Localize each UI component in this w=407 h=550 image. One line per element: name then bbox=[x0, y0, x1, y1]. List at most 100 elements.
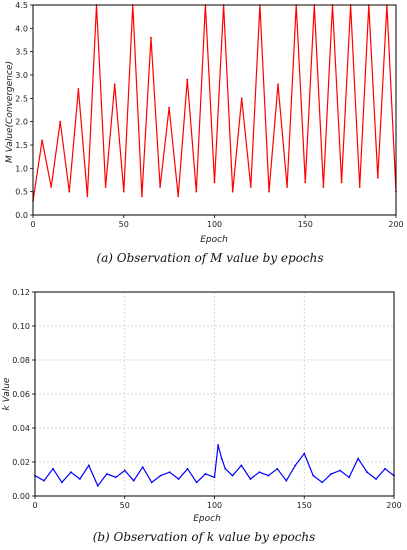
data-point bbox=[267, 474, 270, 477]
data-point bbox=[186, 467, 189, 470]
x-tick-label: 0 bbox=[32, 501, 37, 510]
data-point bbox=[186, 78, 189, 81]
panel-b-y-ticks: 0.00 0.02 0.04 0.06 0.08 0.10 0.12 bbox=[12, 288, 35, 501]
panel-b-x-label: Epoch bbox=[193, 514, 221, 524]
x-tick-label: 50 bbox=[120, 501, 130, 510]
panel-a: 0 50 100 150 200 0.0 0.5 1.0 1.5 2.0 2.5 3.0 3.5 4.0… bbox=[5, 1, 404, 265]
data-point bbox=[86, 195, 89, 198]
y-tick-label: 1.5 bbox=[15, 141, 28, 150]
panel-b-caption: (b) Observation of k value by epochs bbox=[93, 530, 316, 544]
data-point bbox=[177, 195, 180, 198]
x-tick-label: 50 bbox=[119, 220, 129, 229]
data-point bbox=[240, 464, 243, 467]
panel-a-x-label: Epoch bbox=[200, 235, 228, 245]
data-point bbox=[59, 120, 62, 123]
y-tick-label: 4.0 bbox=[15, 24, 28, 33]
data-point bbox=[366, 471, 368, 474]
data-point bbox=[340, 181, 343, 184]
data-point bbox=[43, 479, 45, 482]
data-point bbox=[348, 476, 351, 479]
data-point bbox=[77, 88, 80, 90]
data-point bbox=[322, 186, 325, 188]
y-tick-label: 0.0 bbox=[15, 211, 28, 220]
data-point bbox=[249, 478, 252, 480]
data-point bbox=[177, 478, 180, 480]
panel-a-x-ticks: 0 50 100 150 200 bbox=[30, 215, 404, 229]
y-tick-label: 3.0 bbox=[15, 71, 28, 80]
data-point bbox=[217, 444, 219, 446]
data-point bbox=[249, 186, 252, 188]
data-point bbox=[277, 83, 279, 86]
data-point bbox=[339, 469, 342, 472]
data-point bbox=[312, 474, 315, 477]
panel-b-series bbox=[34, 444, 395, 487]
data-point bbox=[304, 181, 307, 184]
panel-a-caption: (a) Observation of M value by epochs bbox=[96, 251, 323, 265]
x-tick-label: 150 bbox=[298, 220, 313, 229]
data-point bbox=[150, 481, 153, 484]
y-tick-label: 2.5 bbox=[15, 94, 28, 103]
data-point bbox=[285, 479, 288, 482]
data-point bbox=[294, 464, 297, 467]
x-tick-label: 150 bbox=[297, 501, 312, 510]
data-point bbox=[376, 176, 379, 179]
panel-a-y-label: M Value(Convergence) bbox=[5, 61, 15, 163]
data-point bbox=[220, 457, 223, 460]
data-point bbox=[258, 471, 261, 474]
data-point bbox=[41, 139, 43, 142]
data-point bbox=[213, 476, 216, 479]
data-point bbox=[224, 467, 227, 470]
data-point bbox=[168, 471, 171, 474]
data-point bbox=[321, 481, 324, 484]
data-point bbox=[105, 473, 108, 475]
data-point bbox=[195, 190, 198, 193]
data-point bbox=[159, 186, 161, 188]
data-point bbox=[50, 186, 53, 188]
data-point bbox=[123, 469, 126, 472]
x-tick-label: 200 bbox=[386, 501, 401, 510]
y-tick-label: 0.5 bbox=[15, 188, 28, 197]
y-tick-label: 0.02 bbox=[12, 458, 30, 467]
y-tick-label: 0.10 bbox=[12, 322, 30, 331]
x-tick-label: 0 bbox=[30, 220, 35, 229]
panel-b-x-ticks: 0 50 100 150 200 bbox=[32, 496, 402, 510]
x-tick-label: 100 bbox=[207, 220, 222, 229]
y-tick-label: 4.5 bbox=[15, 1, 28, 10]
data-point bbox=[61, 481, 63, 484]
series-line bbox=[32, 4, 397, 202]
data-point bbox=[132, 479, 135, 482]
data-point bbox=[231, 190, 234, 193]
y-tick-label: 0.04 bbox=[12, 424, 30, 433]
data-point bbox=[195, 481, 198, 484]
y-tick-label: 0.06 bbox=[12, 390, 30, 399]
data-point bbox=[141, 466, 144, 468]
data-point bbox=[122, 190, 125, 193]
data-point bbox=[276, 467, 279, 470]
data-point bbox=[70, 471, 72, 474]
data-point bbox=[141, 195, 143, 198]
y-tick-label: 2.0 bbox=[15, 118, 28, 127]
y-tick-label: 0.08 bbox=[12, 356, 30, 365]
data-point bbox=[384, 467, 386, 470]
panel-a-y-ticks: 0.0 0.5 1.0 1.5 2.0 2.5 3.0 3.5 4.0 4.5 bbox=[15, 1, 33, 220]
data-point bbox=[159, 474, 162, 477]
x-tick-label: 100 bbox=[207, 501, 222, 510]
data-point bbox=[150, 36, 152, 39]
data-point bbox=[330, 473, 333, 475]
data-point bbox=[168, 106, 171, 109]
data-point bbox=[68, 190, 71, 193]
y-tick-label: 3.5 bbox=[15, 48, 28, 57]
y-tick-label: 0.12 bbox=[12, 288, 30, 297]
data-point bbox=[268, 190, 270, 193]
data-point bbox=[286, 186, 288, 188]
data-point bbox=[96, 484, 99, 487]
panel-a-series bbox=[32, 4, 397, 202]
data-point bbox=[231, 474, 234, 477]
panel-b-y-label: k Value bbox=[2, 377, 12, 410]
data-point bbox=[204, 473, 207, 475]
data-point bbox=[87, 464, 90, 467]
panel-b: 0 50 100 150 200 0.00 0.02 0.04 0.06 0.08 0.10 0.1… bbox=[2, 288, 402, 544]
data-point bbox=[78, 478, 81, 480]
y-tick-label: 1.0 bbox=[15, 164, 28, 173]
